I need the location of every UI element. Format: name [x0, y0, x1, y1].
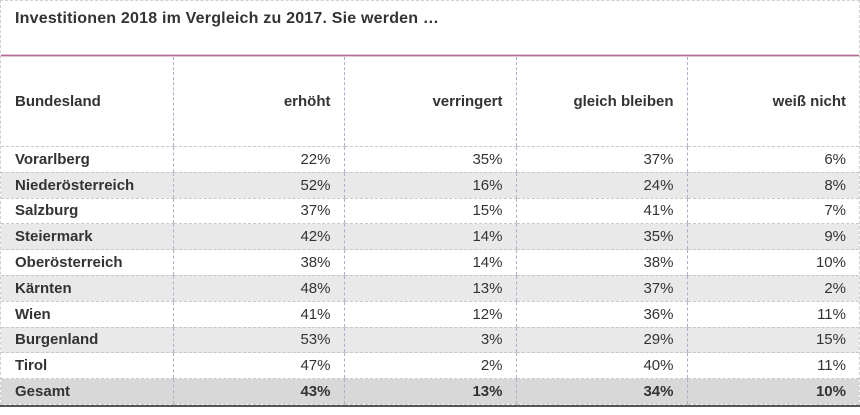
- value-cell: 35%: [343, 146, 516, 173]
- table-title: Investitionen 2018 im Vergleich zu 2017.…: [15, 10, 440, 27]
- table-row: Steiermark 42% 14% 35% 9%: [1, 223, 859, 251]
- row-label: Niederösterreich: [1, 172, 173, 199]
- value-cell: 13%: [343, 275, 516, 302]
- value-cell: 11%: [686, 352, 859, 380]
- value-cell: 53%: [172, 327, 344, 354]
- value-cell: 15%: [686, 327, 859, 354]
- value-cell: 35%: [515, 223, 687, 251]
- value-cell: 22%: [172, 146, 344, 173]
- value-cell: 9%: [686, 223, 859, 251]
- value-cell: 38%: [172, 249, 344, 276]
- value-cell: 15%: [343, 198, 516, 225]
- value-cell: 2%: [686, 275, 859, 302]
- row-label: Kärnten: [1, 275, 173, 302]
- value-cell: 3%: [343, 327, 516, 354]
- value-cell: 48%: [172, 275, 344, 302]
- value-cell: 42%: [172, 223, 344, 251]
- value-cell: 41%: [515, 198, 687, 225]
- table-row: Wien 41% 12% 36% 11%: [1, 301, 859, 328]
- row-label: Tirol: [1, 352, 173, 380]
- row-label: Oberösterreich: [1, 249, 173, 276]
- value-cell: 34%: [515, 378, 687, 405]
- value-cell: 16%: [343, 172, 516, 199]
- value-cell: 7%: [686, 198, 859, 225]
- value-cell: 24%: [515, 172, 687, 199]
- value-cell: 14%: [343, 249, 516, 276]
- investment-comparison-table: Bundesland erhöht verringert gleich blei…: [1, 57, 859, 405]
- value-cell: 14%: [343, 223, 516, 251]
- table-row: Kärnten 48% 13% 37% 2%: [1, 275, 859, 302]
- value-cell: 36%: [515, 301, 687, 328]
- column-header-erhoeht: erhöht: [172, 57, 344, 147]
- row-label: Vorarlberg: [1, 146, 173, 173]
- table-row: Niederösterreich 52% 16% 24% 8%: [1, 172, 859, 199]
- column-header-verringert: verringert: [343, 57, 516, 147]
- value-cell: 37%: [515, 275, 687, 302]
- value-cell: 10%: [686, 249, 859, 276]
- column-header-bundesland: Bundesland: [1, 57, 173, 147]
- value-cell: 11%: [686, 301, 859, 328]
- value-cell: 52%: [172, 172, 344, 199]
- value-cell: 41%: [172, 301, 344, 328]
- table-header-row: Bundesland erhöht verringert gleich blei…: [1, 57, 859, 147]
- table-frame: Investitionen 2018 im Vergleich zu 2017.…: [0, 0, 860, 405]
- table-row: Oberösterreich 38% 14% 38% 10%: [1, 249, 859, 276]
- row-label: Salzburg: [1, 198, 173, 225]
- row-label: Burgenland: [1, 327, 173, 354]
- value-cell: 10%: [686, 378, 859, 405]
- row-label: Steiermark: [1, 223, 173, 251]
- value-cell: 43%: [172, 378, 344, 405]
- table-row: Burgenland 53% 3% 29% 15%: [1, 327, 859, 354]
- table-row: Salzburg 37% 15% 41% 7%: [1, 198, 859, 225]
- value-cell: 8%: [686, 172, 859, 199]
- title-accent-rule: [1, 54, 859, 57]
- table-row: Vorarlberg 22% 35% 37% 6%: [1, 146, 859, 173]
- value-cell: 37%: [172, 198, 344, 225]
- value-cell: 12%: [343, 301, 516, 328]
- value-cell: 37%: [515, 146, 687, 173]
- value-cell: 29%: [515, 327, 687, 354]
- value-cell: 13%: [343, 378, 516, 405]
- row-label: Wien: [1, 301, 173, 328]
- column-header-weiss-nicht: weiß nicht: [686, 57, 859, 147]
- value-cell: 2%: [343, 352, 516, 380]
- row-label: Gesamt: [1, 378, 173, 405]
- value-cell: 40%: [515, 352, 687, 380]
- table-bottom-border: [0, 405, 860, 407]
- value-cell: 47%: [172, 352, 344, 380]
- column-header-gleich-bleiben: gleich bleiben: [515, 57, 687, 147]
- table-row: Tirol 47% 2% 40% 11%: [1, 352, 859, 380]
- value-cell: 6%: [686, 146, 859, 173]
- table-total-row: Gesamt 43% 13% 34% 10%: [1, 378, 859, 405]
- value-cell: 38%: [515, 249, 687, 276]
